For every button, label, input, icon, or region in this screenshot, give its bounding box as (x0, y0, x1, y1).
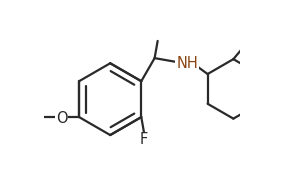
Text: O: O (56, 111, 68, 126)
Text: F: F (140, 132, 148, 147)
Text: NH: NH (176, 56, 198, 71)
